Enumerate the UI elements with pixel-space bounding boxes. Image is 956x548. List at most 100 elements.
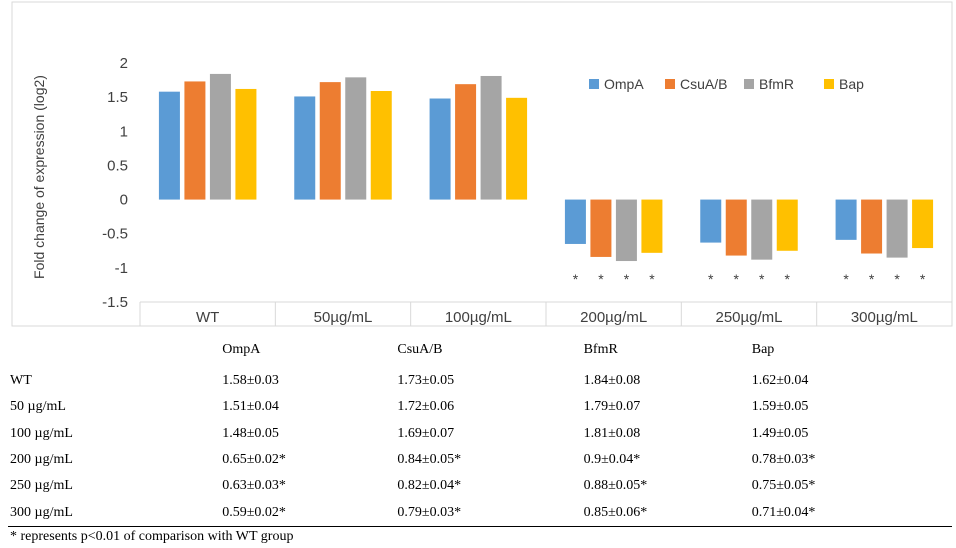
- table-cell: 0.85±0.06*: [583, 499, 752, 527]
- table-cell: 200 µg/mL: [10, 452, 73, 468]
- table-cell: WT: [10, 373, 32, 389]
- table-header-cell: Bap: [751, 342, 775, 357]
- table-cell: 1.48±0.05: [222, 425, 279, 441]
- footnote: * represents p<0.01 of comparison with W…: [10, 529, 294, 544]
- y-tick-label: 1: [120, 123, 128, 140]
- table-row: 250 µg/mL 0.63±0.03* 0.82±0.04* 0.88±0.0…: [8, 473, 952, 499]
- x-tick-label: 200µg/mL: [580, 309, 647, 326]
- bar-bfmr: [615, 199, 637, 262]
- bar-bfmr: [886, 199, 908, 258]
- table-cell: 100 µg/mL: [10, 425, 73, 441]
- bar-bap: [506, 97, 528, 200]
- table-cell: 1.51±0.04: [222, 399, 279, 415]
- bar-bap: [235, 88, 257, 200]
- table-cell: 1.84±0.08: [583, 373, 641, 389]
- significance-star: *: [869, 271, 875, 287]
- significance-star: *: [624, 271, 630, 287]
- bar-bfmr: [480, 75, 502, 200]
- y-tick-label: -1.5: [102, 294, 128, 311]
- y-tick-label: 2: [120, 55, 128, 72]
- table-row: 200 µg/mL 0.65±0.02* 0.84±0.05* 0.9±0.04…: [8, 447, 952, 473]
- significance-star: *: [573, 271, 579, 287]
- table-cell: 0.79±0.03*: [397, 499, 584, 527]
- bar-ompa: [835, 199, 857, 240]
- significance-star: *: [734, 271, 740, 287]
- table-cell: 0.9±0.04*: [583, 452, 641, 468]
- table-header-cell: OmpA: [222, 342, 261, 357]
- table-cell: 1.79±0.07: [583, 399, 641, 415]
- table-cell: 1.69±0.07: [397, 425, 455, 441]
- table-cell: 1.72±0.06: [397, 399, 455, 415]
- bar-csua-b: [455, 84, 477, 200]
- table-row: 100 µg/mL 1.48±0.05 1.69±0.07 1.81±0.08 …: [8, 421, 952, 447]
- table-row: 300 µg/mL 0.59±0.02* 0.79±0.03* 0.85±0.0…: [8, 499, 952, 527]
- significance-star: *: [708, 271, 714, 287]
- y-tick-label: 0: [120, 192, 128, 209]
- results-table: OmpA CsuA/B BfmR Bap WT 1.58±0.03 1.73±0…: [8, 332, 952, 527]
- y-axis-label: Fold change of expression (log2): [31, 75, 47, 279]
- table-cell: 0.84±0.05*: [397, 452, 462, 468]
- bar-ompa: [700, 199, 722, 243]
- table-cell: 0.88±0.05*: [583, 478, 648, 494]
- table-cell: 0.75±0.05*: [751, 478, 816, 494]
- table-cell: 300 µg/mL: [8, 499, 223, 527]
- table-cell: 0.65±0.02*: [222, 452, 286, 468]
- bar-ompa: [294, 96, 316, 200]
- legend-label: BfmR: [759, 76, 794, 92]
- table-header-row: OmpA CsuA/B BfmR Bap: [8, 332, 952, 368]
- y-tick-label: 0.5: [107, 157, 128, 174]
- bar-ompa: [429, 98, 451, 200]
- significance-star: *: [920, 271, 926, 287]
- significance-star: *: [894, 271, 900, 287]
- legend-label: CsuA/B: [680, 76, 727, 92]
- bar-csua-b: [590, 199, 612, 257]
- table-header-cell: CsuA/B: [397, 342, 443, 357]
- bar-bap: [641, 199, 663, 253]
- legend-swatch: [824, 79, 834, 89]
- table-cell: 1.49±0.05: [751, 425, 809, 441]
- table-cell: 1.58±0.03: [222, 373, 279, 389]
- table-header-cell: BfmR: [583, 342, 618, 357]
- bar-bap: [370, 90, 392, 200]
- bar-csua-b: [184, 81, 206, 200]
- results-table-container: OmpA CsuA/B BfmR Bap WT 1.58±0.03 1.73±0…: [8, 332, 952, 527]
- x-tick-label: 50µg/mL: [314, 309, 373, 326]
- significance-star: *: [759, 271, 765, 287]
- significance-star: *: [649, 271, 655, 287]
- table-cell: 250 µg/mL: [10, 478, 73, 494]
- bar-bfmr: [209, 73, 231, 200]
- table-cell: 1.81±0.08: [583, 425, 641, 441]
- y-tick-label: 1.5: [107, 89, 128, 106]
- bar-bfmr: [345, 77, 367, 200]
- bar-ompa: [158, 91, 180, 200]
- legend-swatch: [665, 79, 675, 89]
- table-row: WT 1.58±0.03 1.73±0.05 1.84±0.08 1.62±0.…: [8, 368, 952, 394]
- bar-bap: [776, 199, 798, 251]
- table-row: 50 µg/mL 1.51±0.04 1.72±0.06 1.79±0.07 1…: [8, 394, 952, 420]
- table-cell: 1.59±0.05: [751, 399, 809, 415]
- x-tick-label: 100µg/mL: [445, 309, 512, 326]
- legend-label: OmpA: [604, 76, 644, 92]
- bar-csua-b: [861, 199, 883, 254]
- bar-csua-b: [319, 82, 341, 200]
- legend-swatch: [589, 79, 599, 89]
- table-cell: 0.82±0.04*: [397, 478, 462, 494]
- legend-label: Bap: [839, 76, 864, 92]
- x-tick-label: 250µg/mL: [715, 309, 782, 326]
- x-tick-label: 300µg/mL: [851, 309, 918, 326]
- significance-star: *: [598, 271, 604, 287]
- table-cell: 50 µg/mL: [10, 399, 66, 415]
- bar-bap: [912, 199, 934, 249]
- table-cell: 1.62±0.04: [751, 373, 809, 389]
- significance-star: *: [843, 271, 849, 287]
- table-cell: 0.59±0.02*: [222, 499, 398, 527]
- significance-star: *: [785, 271, 791, 287]
- table-header-cell: [8, 332, 222, 368]
- bar-csua-b: [725, 199, 747, 256]
- legend-swatch: [744, 79, 754, 89]
- table-cell: 0.71±0.04*: [751, 499, 952, 527]
- table-cell: 0.63±0.03*: [222, 478, 286, 494]
- chart-frame: [11, 1, 953, 327]
- bar-chart: Fold change of expression (log2) 2 1.5 1 0.…: [11, 1, 953, 327]
- y-tick-label: -1: [115, 260, 128, 277]
